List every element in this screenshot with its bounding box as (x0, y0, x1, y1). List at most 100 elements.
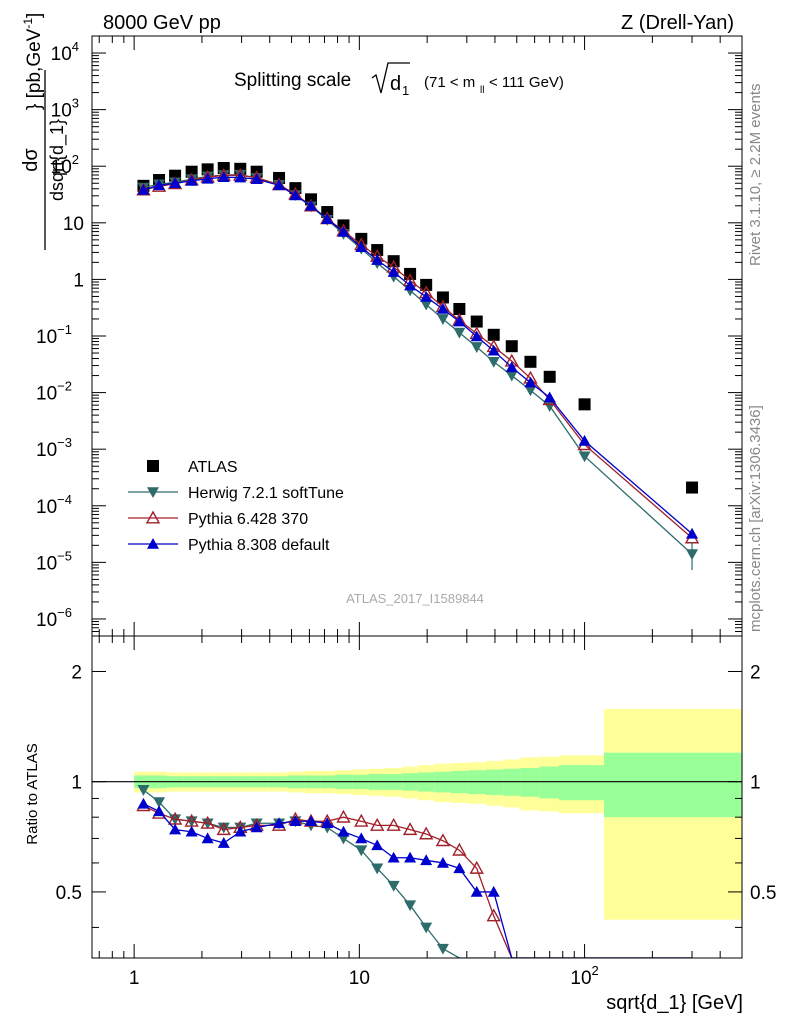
legend: ATLAS Herwig 7.2.1 softTune Pythia 6.428 3… (128, 459, 344, 554)
data-point-pythia8 (436, 302, 449, 314)
xtick-exp: 2 (592, 963, 599, 978)
ytick-base: 10 (51, 44, 72, 65)
ratio-point-pythia6 (216, 822, 231, 836)
ratio-point-pythia6 (469, 860, 484, 874)
ratio-point-pythia8 (436, 856, 449, 868)
xtick-base: 10 (570, 968, 591, 989)
ytick-base: 10 (36, 610, 57, 631)
data-point-pythia8 (505, 361, 518, 373)
ytick-base: 10 (51, 157, 72, 178)
data-point-pythia8 (337, 225, 350, 237)
ytick-exp: −6 (57, 605, 72, 620)
plot-title-subscript: 1 (402, 83, 409, 98)
main-ytick-label: 1 (73, 270, 84, 291)
data-point-herwig (420, 299, 433, 311)
ratio-point-pythia8 (217, 837, 230, 848)
ytick-exp: −2 (57, 379, 72, 394)
legend-marker-atlas (147, 460, 159, 472)
x-axis-label: sqrt{d_1} [GeV] (606, 992, 743, 1014)
main-ytick-label: 10−4 (36, 492, 72, 518)
ratio-point-pythia8 (420, 854, 433, 866)
uncertainty-band-inner (604, 752, 742, 818)
main-ylabel: dσ dsqrt{d_1} (20, 70, 68, 250)
ratio-point-pythia6 (200, 815, 215, 829)
header-right: Z (Drell-Yan) (621, 12, 734, 34)
data-point-atlas (543, 370, 556, 383)
ratio-point-pythia8 (387, 851, 400, 863)
data-point-pythia8 (137, 184, 150, 195)
ratio-series-layer (136, 785, 693, 958)
data-point-pythia8 (387, 266, 400, 277)
ytick-base: 10 (36, 440, 57, 461)
ratio-point-pythia8 (289, 815, 302, 827)
data-point-pythia8 (371, 254, 384, 265)
ratio-panel: 2 21 10.5 0.51 10 102 (56, 635, 776, 989)
sqrt-symbol (371, 62, 410, 94)
ratio-line-pythia6 (143, 805, 693, 958)
ratio-point-pythia8 (487, 885, 500, 897)
ratio-point-pythia8 (371, 839, 384, 851)
ratio-point-pythia8 (185, 825, 198, 837)
ytick-exp: 2 (72, 152, 79, 167)
ratio-ytick-label-right: 2 (750, 662, 761, 683)
data-point-herwig (524, 385, 537, 397)
ratio-point-herwig (137, 785, 150, 796)
data-point-pythia8 (543, 391, 556, 403)
svg-text:(71 < m: (71 < m (424, 74, 475, 91)
x-tick-label: 102 (570, 963, 598, 989)
ratio-point-pythia8 (453, 862, 466, 874)
ylabel-unit: } [pb,GeV (24, 28, 45, 110)
ytick-base: 10 (36, 553, 57, 574)
ratio-point-pythia8 (273, 817, 286, 829)
ratio-point-pythia8 (355, 832, 368, 844)
data-point-atlas (487, 328, 500, 341)
data-point-herwig (470, 342, 483, 353)
legend-marker-herwig (147, 487, 159, 498)
main-ytick-label: 104 (51, 39, 79, 65)
ratio-ylabel: Ratio to ATLAS (24, 743, 41, 844)
ratio-point-pythia6 (370, 817, 385, 831)
data-point-pythia8 (250, 173, 263, 184)
ratio-point-herwig (217, 822, 230, 834)
ratio-point-pythia8 (470, 885, 483, 897)
ratio-point-pythia6 (386, 817, 401, 831)
ratio-point-pythia6 (402, 822, 418, 836)
data-point-pythia8 (201, 172, 214, 184)
x-tick-label: 10 (349, 968, 370, 989)
main-ytick-label: 10−2 (36, 379, 72, 405)
ratio-point-pythia8 (404, 851, 417, 863)
data-point-pythia8 (273, 179, 286, 191)
data-point-pythia8 (234, 171, 247, 183)
ratio-point-pythia8 (250, 821, 263, 833)
ratio-point-pythia6 (452, 842, 467, 856)
data-point-atlas (436, 291, 449, 304)
ytick-exp: −5 (57, 548, 72, 563)
ylabel-unit-close: ] (24, 13, 45, 18)
data-point-pythia8 (487, 344, 500, 356)
main-series-layer (136, 162, 700, 571)
main-ytick-label: 10−5 (36, 548, 72, 574)
ratio-ytick-label: 2 (71, 662, 82, 683)
ytick-base: 10 (36, 384, 57, 405)
ratio-point-pythia8 (137, 797, 150, 809)
svg-text:ll: ll (480, 85, 484, 96)
data-point-pythia8 (524, 376, 537, 388)
ytick-base: 10 (36, 497, 57, 518)
legend-label-atlas: ATLAS (188, 459, 238, 476)
data-point-pythia8 (305, 199, 318, 211)
ratio-point-pythia6 (354, 813, 369, 827)
data-point-pythia8 (453, 315, 466, 327)
header-left: 8000 GeV pp (103, 12, 221, 34)
data-point-pythia8 (321, 213, 334, 224)
series-line-pythia8 (143, 176, 693, 535)
data-point-herwig (578, 451, 591, 463)
data-point-pythia8 (185, 174, 198, 186)
main-ytick-label: 10−1 (36, 322, 72, 348)
legend-label-herwig: Herwig 7.2.1 softTune (188, 485, 344, 502)
ratio-point-pythia8 (305, 815, 318, 827)
ratio-point-herwig (371, 863, 384, 875)
ratio-point-pythia6 (486, 908, 501, 922)
